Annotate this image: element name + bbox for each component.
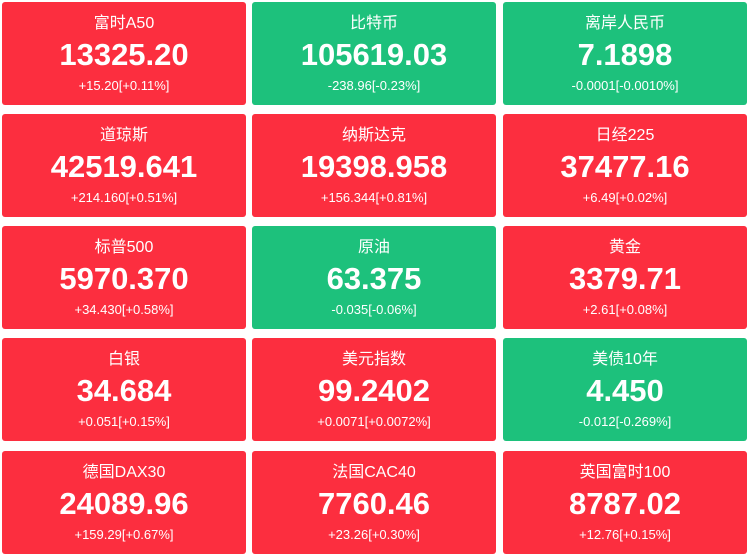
quote-name: 美元指数 bbox=[341, 351, 406, 368]
quote-name: 离岸人民币 bbox=[584, 15, 665, 32]
quote-price: 3379.71 bbox=[568, 261, 682, 296]
quote-name: 黄金 bbox=[608, 239, 641, 256]
quote-price: 8787.02 bbox=[568, 486, 682, 521]
quote-name: 白银 bbox=[107, 351, 140, 368]
quote-change: +6.49[+0.02%] bbox=[582, 190, 668, 205]
quote-price: 99.2402 bbox=[317, 373, 431, 408]
quote-price: 42519.641 bbox=[50, 149, 198, 184]
quote-tile[interactable]: 黄金 3379.71 +2.61[+0.08%] bbox=[503, 226, 747, 329]
quote-change: +159.29[+0.67%] bbox=[74, 527, 174, 542]
quote-tile[interactable]: 美债10年 4.450 -0.012[-0.269%] bbox=[503, 338, 747, 441]
quote-name: 道琼斯 bbox=[99, 127, 148, 144]
quote-price: 34.684 bbox=[76, 373, 172, 408]
quote-change: +12.76[+0.15%] bbox=[579, 527, 671, 542]
quote-change: +156.344[+0.81%] bbox=[320, 190, 428, 205]
quote-name: 比特币 bbox=[349, 15, 398, 32]
quote-change: +23.26[+0.30%] bbox=[328, 527, 420, 542]
quote-tile[interactable]: 比特币 105619.03 -238.96[-0.23%] bbox=[252, 2, 496, 105]
quote-tile[interactable]: 白银 34.684 +0.051[+0.15%] bbox=[2, 338, 246, 441]
quote-name: 德国DAX30 bbox=[82, 464, 166, 481]
quote-name: 原油 bbox=[357, 239, 390, 256]
quote-change: +2.61[+0.08%] bbox=[582, 302, 668, 317]
quote-change: +34.430[+0.58%] bbox=[74, 302, 174, 317]
quote-tile[interactable]: 英国富时100 8787.02 +12.76[+0.15%] bbox=[503, 451, 747, 554]
quote-change: +15.20[+0.11%] bbox=[78, 78, 170, 93]
quote-price: 24089.96 bbox=[59, 486, 189, 521]
quote-price: 63.375 bbox=[326, 261, 422, 296]
quote-tile[interactable]: 美元指数 99.2402 +0.0071[+0.0072%] bbox=[252, 338, 496, 441]
quote-name: 美债10年 bbox=[592, 351, 658, 368]
quote-tile[interactable]: 标普500 5970.370 +34.430[+0.58%] bbox=[2, 226, 246, 329]
quote-tile[interactable]: 日经225 37477.16 +6.49[+0.02%] bbox=[503, 114, 747, 217]
quote-change: -0.035[-0.06%] bbox=[331, 302, 417, 317]
quote-change: -238.96[-0.23%] bbox=[327, 78, 421, 93]
quote-tile[interactable]: 德国DAX30 24089.96 +159.29[+0.67%] bbox=[2, 451, 246, 554]
quote-price: 7760.46 bbox=[317, 486, 431, 521]
quote-change: -0.012[-0.269%] bbox=[578, 414, 672, 429]
quote-name: 法国CAC40 bbox=[332, 464, 416, 481]
quote-price: 4.450 bbox=[586, 373, 664, 408]
quote-price: 19398.958 bbox=[300, 149, 448, 184]
quote-change: +0.051[+0.15%] bbox=[78, 414, 170, 429]
quote-tile[interactable]: 富时A50 13325.20 +15.20[+0.11%] bbox=[2, 2, 246, 105]
quote-price: 105619.03 bbox=[300, 37, 448, 72]
quote-price: 7.1898 bbox=[577, 37, 673, 72]
quote-name: 日经225 bbox=[595, 127, 655, 144]
quote-name: 英国富时100 bbox=[579, 464, 671, 481]
quote-price: 37477.16 bbox=[560, 149, 690, 184]
quote-tile[interactable]: 道琼斯 42519.641 +214.160[+0.51%] bbox=[2, 114, 246, 217]
quote-change: +214.160[+0.51%] bbox=[70, 190, 178, 205]
quote-price: 13325.20 bbox=[59, 37, 189, 72]
quote-name: 富时A50 bbox=[93, 15, 155, 32]
quote-change: +0.0071[+0.0072%] bbox=[317, 414, 431, 429]
quote-tile[interactable]: 原油 63.375 -0.035[-0.06%] bbox=[252, 226, 496, 329]
quote-tile[interactable]: 法国CAC40 7760.46 +23.26[+0.30%] bbox=[252, 451, 496, 554]
quote-price: 5970.370 bbox=[59, 261, 189, 296]
quote-name: 纳斯达克 bbox=[341, 127, 406, 144]
quote-change: -0.0001[-0.0010%] bbox=[571, 78, 679, 93]
quote-tile[interactable]: 纳斯达克 19398.958 +156.344[+0.81%] bbox=[252, 114, 496, 217]
quote-name: 标普500 bbox=[94, 239, 154, 256]
quote-tile[interactable]: 离岸人民币 7.1898 -0.0001[-0.0010%] bbox=[503, 2, 747, 105]
